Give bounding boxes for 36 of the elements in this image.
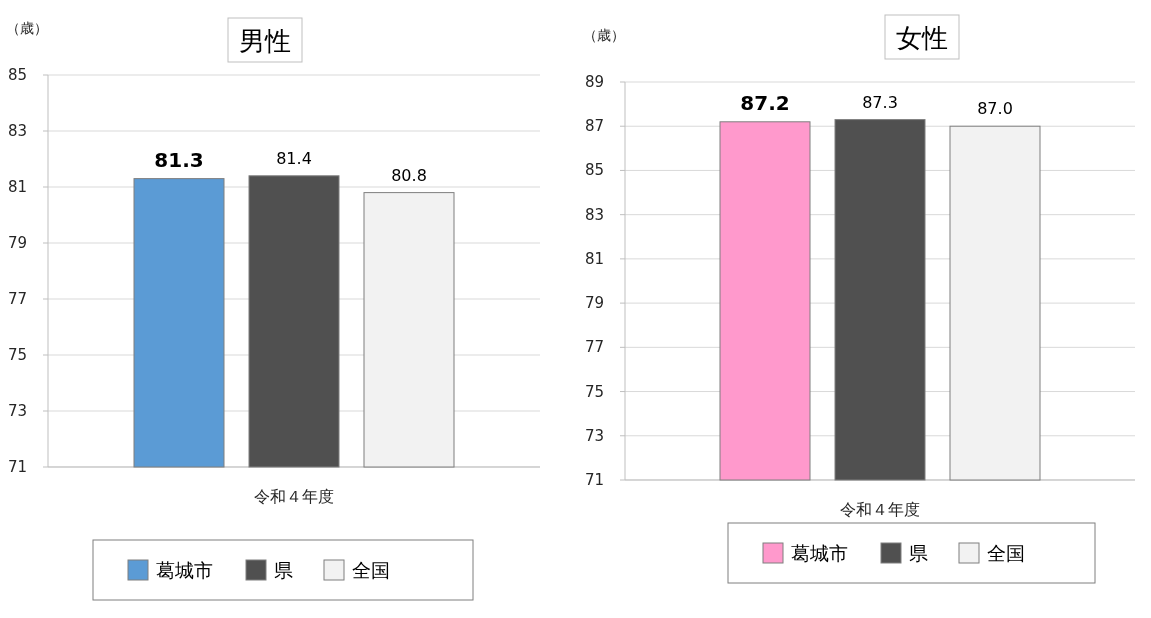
y-tick-label: 77 — [585, 338, 605, 357]
y-tick-label: 81 — [585, 249, 605, 268]
y-tick-label: 79 — [585, 294, 605, 313]
legend-label: 全国 — [987, 542, 1025, 564]
y-tick-label: 73 — [585, 426, 605, 445]
legend-label: 葛城市 — [791, 542, 848, 564]
x-tick-label: 令和４年度 — [254, 487, 334, 506]
legend-label: 葛城市 — [156, 559, 213, 581]
y-tick-label: 81 — [8, 178, 28, 196]
y-tick-label: 87 — [585, 117, 605, 136]
y-axis-title: （歳） — [583, 27, 625, 43]
y-tick-label: 75 — [585, 382, 605, 401]
y-tick-label: 73 — [8, 402, 28, 420]
y-tick-label: 71 — [585, 471, 605, 489]
chart-title: 女性 — [896, 23, 948, 53]
legend-label: 全国 — [352, 559, 390, 581]
y-tick-label: 85 — [585, 161, 605, 180]
chart-title: 男性 — [239, 26, 291, 56]
legend-label: 県 — [909, 542, 928, 564]
y-tick-label: 83 — [585, 205, 605, 224]
legend-label: 県 — [274, 559, 293, 581]
y-tick-label: 75 — [8, 346, 28, 364]
data-label: 87.3 — [862, 92, 898, 112]
data-label: 81.4 — [276, 148, 312, 168]
x-tick-label: 令和４年度 — [840, 500, 920, 519]
y-tick-label: 77 — [8, 290, 28, 308]
y-tick-label: 79 — [8, 234, 28, 252]
y-axis-title: （歳） — [6, 20, 48, 36]
y-tick-label: 83 — [8, 122, 28, 140]
data-label: 87.0 — [977, 99, 1013, 119]
y-tick-label: 85 — [8, 66, 28, 84]
data-label: 87.2 — [740, 90, 790, 115]
y-tick-label: 89 — [585, 73, 605, 91]
y-tick-label: 71 — [8, 458, 28, 476]
data-label: 80.8 — [391, 165, 427, 185]
data-label: 81.3 — [154, 147, 204, 172]
